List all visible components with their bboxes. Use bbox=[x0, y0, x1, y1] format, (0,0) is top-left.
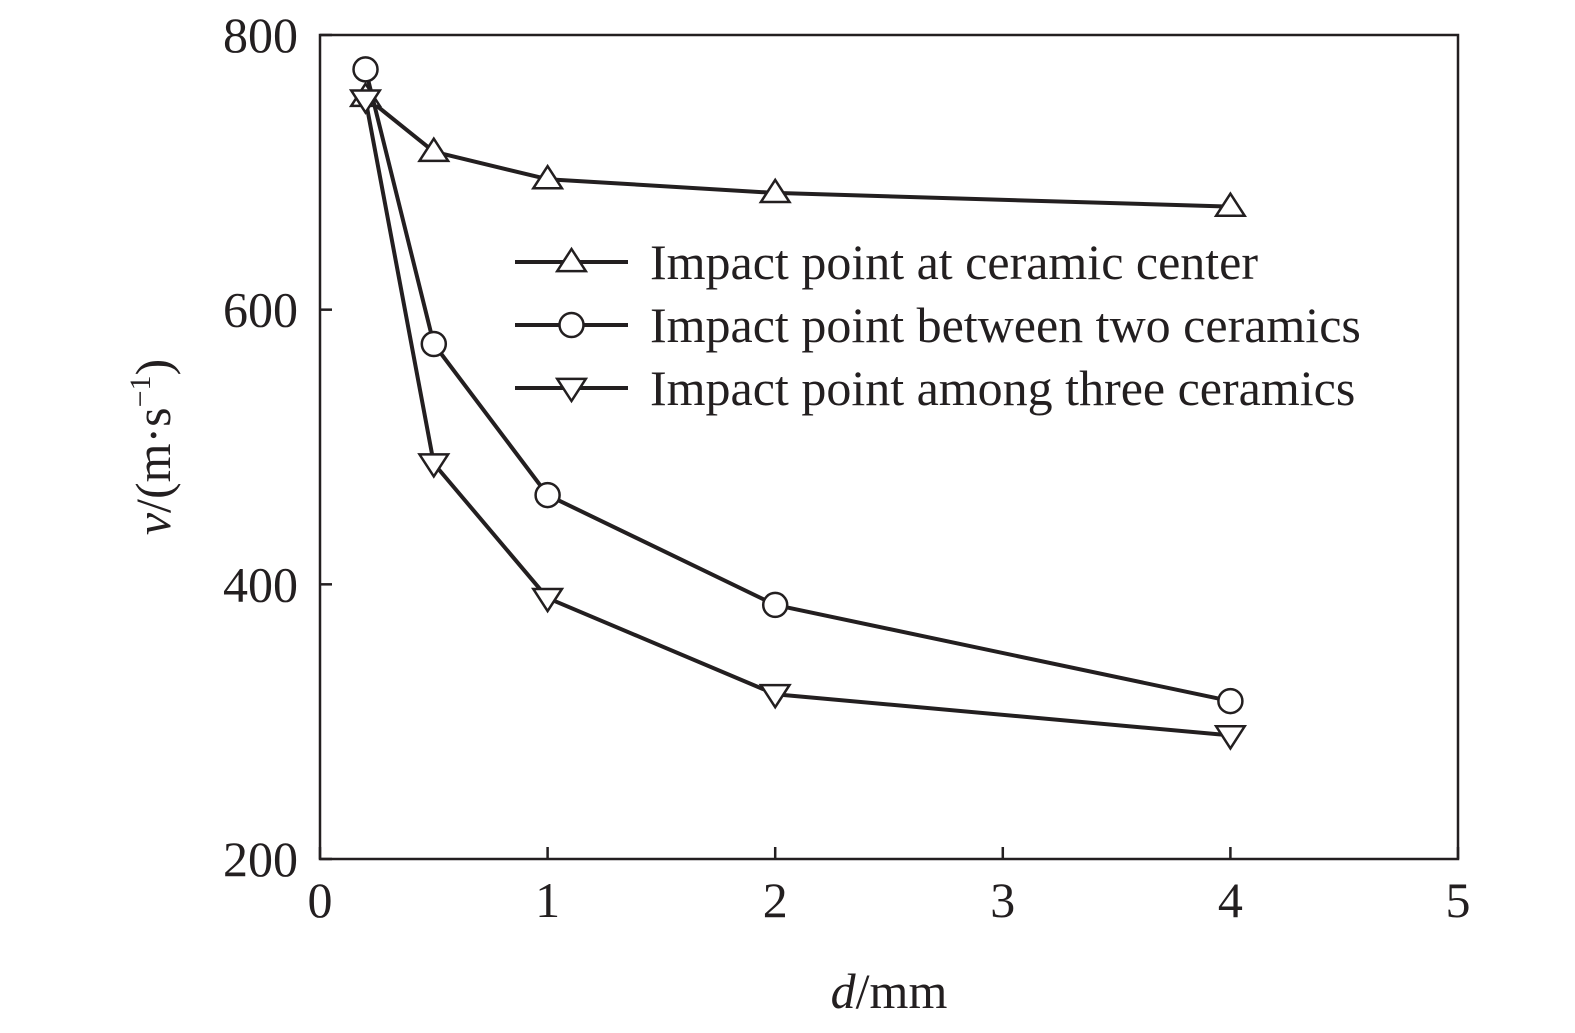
series-layer bbox=[348, 56, 1247, 751]
series-1 bbox=[348, 81, 1247, 218]
legend-label: Impact point among three ceramics bbox=[650, 360, 1355, 416]
data-point-triangle-down bbox=[348, 89, 383, 115]
x-tick-label: 5 bbox=[1446, 872, 1471, 928]
x-axis-unit: /mm bbox=[856, 963, 948, 1019]
data-point-triangle-down bbox=[531, 587, 565, 614]
legend-entry: Impact point between two ceramics bbox=[515, 297, 1361, 353]
plot-frame bbox=[318, 33, 1460, 861]
x-tick-label: 2 bbox=[763, 872, 788, 928]
legend-marker-circle bbox=[558, 311, 585, 339]
x-tick-label: 3 bbox=[990, 872, 1015, 928]
legend-label: Impact point between two ceramics bbox=[650, 297, 1361, 353]
series-line bbox=[364, 95, 1231, 209]
data-point-triangle-up bbox=[1213, 191, 1247, 218]
data-point-circle bbox=[420, 330, 448, 358]
legend-label: Impact point at ceramic center bbox=[650, 234, 1258, 290]
x-tick-label: 1 bbox=[535, 872, 560, 928]
x-tick-label: 0 bbox=[308, 872, 333, 928]
x-axis-variable: d bbox=[831, 963, 857, 1019]
y-tick-label: 600 bbox=[223, 282, 298, 338]
data-point-triangle-up bbox=[417, 136, 451, 163]
y-tick-label: 200 bbox=[223, 831, 298, 887]
x-axis-label: d/mm bbox=[831, 963, 948, 1019]
data-point-triangle-down bbox=[417, 453, 451, 479]
series-3 bbox=[348, 89, 1247, 751]
y-axis-unit-exponent: −1 bbox=[124, 375, 157, 407]
data-point-circle bbox=[761, 591, 789, 619]
y-tick-label: 800 bbox=[223, 7, 298, 63]
data-point-circle bbox=[534, 481, 561, 509]
data-point-circle bbox=[1217, 687, 1244, 715]
data-point-triangle-down bbox=[1213, 725, 1247, 751]
y-axis-unit-close: ) bbox=[125, 359, 181, 376]
y-axis-label: v/(m·s−1) bbox=[124, 359, 181, 535]
legend-marker-triangle-up bbox=[554, 246, 589, 273]
legend-entry: Impact point among three ceramics bbox=[515, 360, 1355, 416]
ticks-layer: 0 1 2 3 4 5 200 400 600 800 bbox=[223, 7, 1471, 928]
y-axis-variable: v bbox=[125, 512, 181, 535]
legend: Impact point at ceramic center Impact poi… bbox=[515, 234, 1361, 416]
legend-marker-triangle-down bbox=[554, 377, 589, 404]
y-axis-unit: /(m·s bbox=[125, 407, 181, 513]
legend-entry: Impact point at ceramic center bbox=[515, 234, 1258, 290]
data-point-triangle-up bbox=[531, 163, 565, 190]
data-point-circle bbox=[352, 56, 379, 83]
data-point-triangle-up bbox=[758, 177, 792, 204]
y-tick-label: 400 bbox=[223, 556, 298, 612]
x-tick-label: 4 bbox=[1218, 872, 1243, 928]
series-2 bbox=[352, 56, 1244, 715]
data-point-triangle-down bbox=[758, 683, 792, 710]
